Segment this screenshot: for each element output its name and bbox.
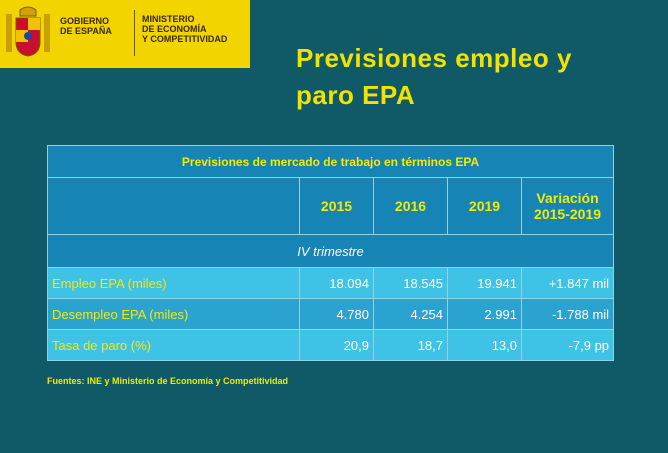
ministry-label: MINISTERIO DE ECONOMÍA Y COMPETITIVIDAD — [142, 14, 228, 44]
table-cell: 13,0 — [447, 329, 522, 361]
forecast-table: Previsiones de mercado de trabajo en tér… — [46, 145, 615, 361]
column-header: 2015 — [299, 177, 374, 235]
table-cell: -7,9 pp — [520, 329, 615, 361]
column-header: Variación 2015-2019 — [520, 177, 615, 235]
header-empty-cell — [47, 177, 300, 235]
table-cell: 4.780 — [299, 298, 374, 330]
table-cell: 4.254 — [373, 298, 448, 330]
table-cell: -1.788 mil — [520, 298, 615, 330]
government-header: GOBIERNO DE ESPAÑA MINISTERIO DE ECONOMÍ… — [0, 0, 250, 68]
table-row: Tasa de paro (%) 20,9 18,7 13,0 -7,9 pp — [47, 329, 615, 361]
coat-of-arms-icon — [6, 6, 50, 57]
header-divider — [134, 10, 135, 56]
row-label: Desempleo EPA (miles) — [47, 298, 300, 330]
table-subheader: IV trimestre — [46, 234, 615, 268]
table-row: Desempleo EPA (miles) 4.780 4.254 2.991 … — [47, 298, 615, 330]
table-cell: 2.991 — [447, 298, 522, 330]
source-note: Fuentes: INE y Ministerio de Economía y … — [47, 376, 289, 386]
row-label: Tasa de paro (%) — [47, 329, 300, 361]
table-cell: +1.847 mil — [520, 267, 615, 299]
table-cell: 18.094 — [299, 267, 374, 299]
government-label: GOBIERNO DE ESPAÑA — [60, 16, 112, 36]
row-label: Empleo EPA (miles) — [47, 267, 300, 299]
column-header: 2019 — [447, 177, 522, 235]
table-cell: 19.941 — [447, 267, 522, 299]
table-row: Empleo EPA (miles) 18.094 18.545 19.941 … — [47, 267, 615, 299]
column-header: 2016 — [373, 177, 448, 235]
slide-title: Previsiones empleo y paro EPA — [296, 43, 572, 110]
table-cell: 18.545 — [373, 267, 448, 299]
table-cell: 20,9 — [299, 329, 374, 361]
table-cell: 18,7 — [373, 329, 448, 361]
table-caption: Previsiones de mercado de trabajo en tér… — [46, 145, 615, 178]
